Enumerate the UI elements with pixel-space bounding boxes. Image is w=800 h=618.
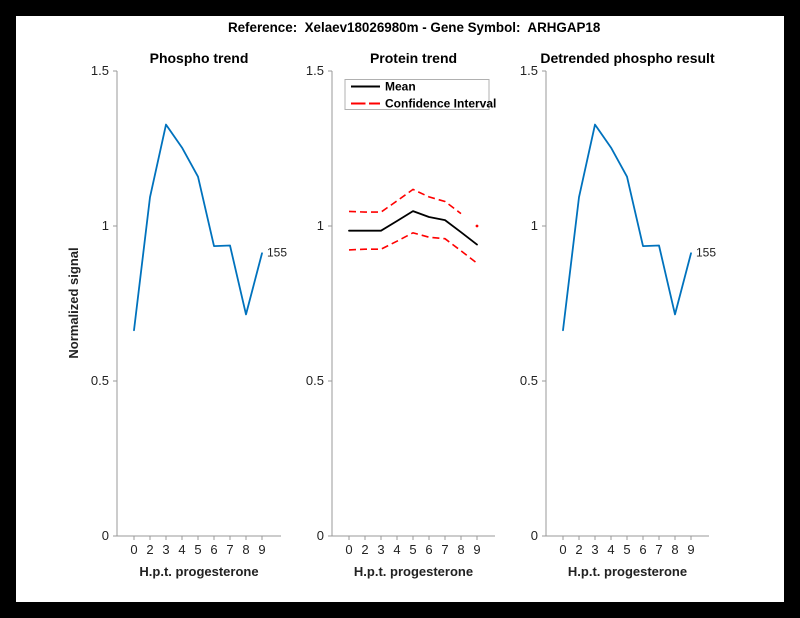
svg-text:0: 0 [531,528,538,543]
svg-text:2: 2 [361,542,368,557]
svg-text:6: 6 [639,542,646,557]
svg-text:7: 7 [655,542,662,557]
svg-text:0.5: 0.5 [306,373,324,388]
svg-text:4: 4 [393,542,400,557]
svg-text:0: 0 [345,542,352,557]
svg-text:4: 4 [178,542,185,557]
svg-text:0: 0 [102,528,109,543]
svg-text:1: 1 [531,218,538,233]
svg-text:Normalized signal: Normalized signal [66,247,81,358]
svg-text:1: 1 [317,218,324,233]
svg-text:7: 7 [441,542,448,557]
svg-text:3: 3 [377,542,384,557]
svg-text:3: 3 [162,542,169,557]
svg-text:0: 0 [317,528,324,543]
svg-text:Phospho trend: Phospho trend [150,50,249,66]
svg-text:1.5: 1.5 [306,63,324,78]
svg-text:Confidence Interval: Confidence Interval [385,97,496,111]
svg-text:5: 5 [409,542,416,557]
svg-text:1: 1 [102,218,109,233]
svg-text:7: 7 [226,542,233,557]
svg-text:5: 5 [623,542,630,557]
svg-text:1.5: 1.5 [520,63,538,78]
svg-text:Protein trend: Protein trend [370,50,457,66]
svg-text:H.p.t. progesterone: H.p.t. progesterone [139,564,258,579]
svg-text:1.5: 1.5 [91,63,109,78]
svg-text:3: 3 [591,542,598,557]
svg-text:2: 2 [146,542,153,557]
svg-text:0.5: 0.5 [91,373,109,388]
svg-text:6: 6 [210,542,217,557]
svg-text:Detrended phospho result: Detrended phospho result [540,50,715,66]
svg-text:Mean: Mean [385,80,416,94]
svg-text:H.p.t. progesterone: H.p.t. progesterone [568,564,687,579]
svg-text:8: 8 [457,542,464,557]
svg-text:155: 155 [267,246,287,260]
svg-text:8: 8 [242,542,249,557]
svg-text:9: 9 [258,542,265,557]
svg-text:H.p.t. progesterone: H.p.t. progesterone [354,564,473,579]
svg-text:6: 6 [425,542,432,557]
svg-text:5: 5 [194,542,201,557]
svg-text:0: 0 [130,542,137,557]
svg-text:8: 8 [671,542,678,557]
svg-text:9: 9 [473,542,480,557]
svg-text:0: 0 [559,542,566,557]
svg-text:155: 155 [696,246,716,260]
svg-text:9: 9 [687,542,694,557]
svg-text:4: 4 [607,542,614,557]
svg-text:0.5: 0.5 [520,373,538,388]
svg-text:2: 2 [575,542,582,557]
